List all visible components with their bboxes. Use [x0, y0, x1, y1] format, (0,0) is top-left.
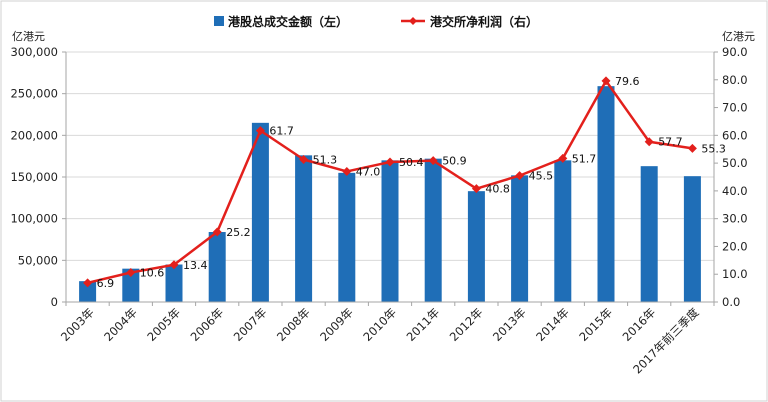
- data-label-3: 13.4: [183, 259, 208, 272]
- data-label-6: 51.3: [313, 154, 338, 167]
- bar-2: [122, 268, 140, 302]
- right-axis-tick-label: 0.0: [722, 295, 740, 309]
- line-marker-9: [428, 156, 438, 166]
- line-marker-5: [255, 126, 265, 136]
- line-series: [83, 76, 697, 288]
- line-marker-2: [126, 268, 136, 278]
- axes: [62, 51, 718, 306]
- bar-3: [165, 264, 183, 302]
- bar-14: [640, 166, 658, 302]
- bar-series: [79, 86, 701, 303]
- data-label-1: 6.9: [97, 277, 115, 290]
- legend: 港股总成交金额（左） 港交所净利润（右）: [214, 14, 538, 29]
- left-axis-tick-label: 50,000: [18, 253, 58, 267]
- legend-label-line: 港交所净利润（右）: [430, 14, 538, 29]
- right-axis-unit: 亿港元: [722, 30, 755, 43]
- bar-12: [554, 160, 572, 302]
- right-axis-tick-label: 50.0: [722, 156, 748, 170]
- left-axis-tick-label: 300,000: [10, 45, 58, 59]
- line-marker-13: [601, 76, 611, 86]
- line-marker-6: [299, 155, 309, 164]
- data-label-12: 51.7: [572, 152, 597, 165]
- bar-10: [467, 191, 485, 302]
- bar-4: [208, 232, 226, 302]
- bar-6: [295, 155, 313, 302]
- line-marker-15: [687, 143, 697, 153]
- bar-8: [381, 160, 399, 302]
- bar-13: [597, 86, 615, 303]
- legend-label-bar: 港股总成交金额（左）: [228, 14, 348, 29]
- data-label-13: 79.6: [615, 75, 640, 88]
- right-axis-tick-label: 10.0: [722, 267, 748, 281]
- data-label-7: 47.0: [356, 165, 381, 178]
- bar-15: [683, 176, 701, 302]
- line-marker-12: [558, 153, 568, 163]
- right-axis-tick-label: 30.0: [722, 212, 748, 226]
- line-marker-11: [515, 171, 525, 181]
- right-axis-tick-label: 80.0: [722, 73, 748, 87]
- right-axis-tick-label: 90.0: [722, 45, 748, 59]
- left-axis-tick-label: 0: [51, 295, 58, 309]
- data-label-14: 57.7: [658, 136, 683, 149]
- bar-11: [511, 175, 529, 302]
- right-axis-tick-label: 40.0: [722, 184, 748, 198]
- data-label-10: 40.8: [485, 183, 510, 196]
- data-label-4: 25.2: [226, 226, 251, 239]
- line-marker-10: [471, 184, 481, 194]
- line-marker-3: [169, 260, 179, 270]
- line-marker-4: [212, 227, 222, 237]
- data-label-5: 61.7: [269, 125, 294, 138]
- line-marker-14: [644, 137, 654, 147]
- data-label-15: 55.3: [701, 142, 726, 155]
- line-marker-7: [342, 166, 352, 176]
- data-label-8: 50.4: [399, 156, 424, 169]
- left-axis-unit: 亿港元: [12, 30, 45, 43]
- bar-7: [338, 172, 356, 302]
- bar-9: [424, 158, 442, 302]
- bar-5: [251, 122, 269, 302]
- left-axis-tick-label: 250,000: [10, 87, 58, 101]
- data-label-2: 10.6: [140, 267, 165, 280]
- legend-swatch-bar: [214, 16, 224, 26]
- data-label-9: 50.9: [442, 155, 467, 168]
- data-label-11: 45.5: [529, 170, 554, 183]
- line-marker-1: [83, 278, 93, 288]
- left-axis-tick-label: 150,000: [10, 170, 58, 184]
- left-axis-tick-label: 200,000: [10, 128, 58, 142]
- left-axis-tick-label: 100,000: [10, 212, 58, 226]
- bar-1: [79, 281, 97, 302]
- line-marker-8: [385, 157, 395, 167]
- right-axis-tick-label: 20.0: [722, 239, 748, 253]
- right-axis-tick-label: 60.0: [722, 128, 748, 142]
- right-axis-tick-label: 70.0: [722, 101, 748, 115]
- legend-marker-line: [409, 17, 417, 25]
